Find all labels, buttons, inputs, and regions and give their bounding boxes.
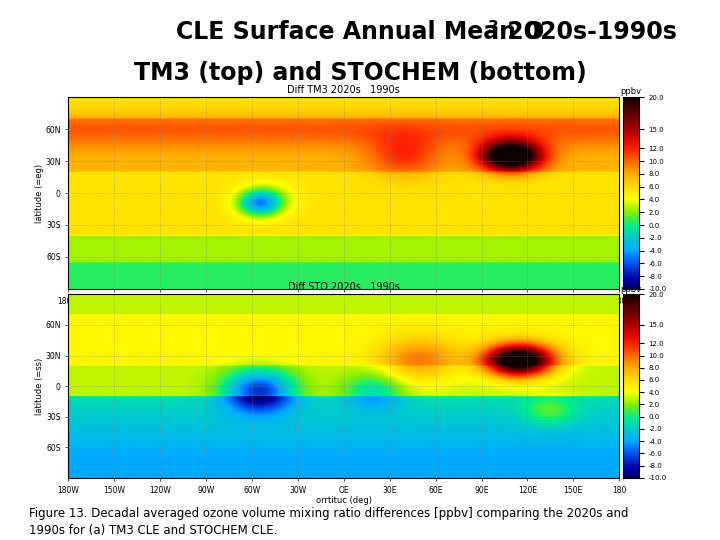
- Title: ppbv: ppbv: [620, 87, 642, 97]
- X-axis label: orrtituc (deg): orrtituc (deg): [316, 307, 372, 316]
- Title: Diff TM3 2020s   1990s: Diff TM3 2020s 1990s: [287, 85, 400, 95]
- Text: CLE Surface Annual Mean O: CLE Surface Annual Mean O: [176, 21, 544, 44]
- Title: Diff STO 2020s   1990s: Diff STO 2020s 1990s: [288, 282, 400, 292]
- Text: 2020s-1990s: 2020s-1990s: [499, 21, 677, 44]
- Title: ppbv: ppbv: [620, 285, 642, 294]
- Y-axis label: latitude (=eg): latitude (=eg): [35, 164, 44, 222]
- Text: TM3 (top) and STOCHEM (bottom): TM3 (top) and STOCHEM (bottom): [134, 61, 586, 85]
- Text: 3: 3: [488, 20, 499, 35]
- Y-axis label: latitude (=ss): latitude (=ss): [35, 357, 44, 415]
- X-axis label: orrtituc (deg): orrtituc (deg): [316, 496, 372, 505]
- Text: Figure 13. Decadal averaged ozone volume mixing ratio differences [ppbv] compari: Figure 13. Decadal averaged ozone volume…: [29, 507, 629, 537]
